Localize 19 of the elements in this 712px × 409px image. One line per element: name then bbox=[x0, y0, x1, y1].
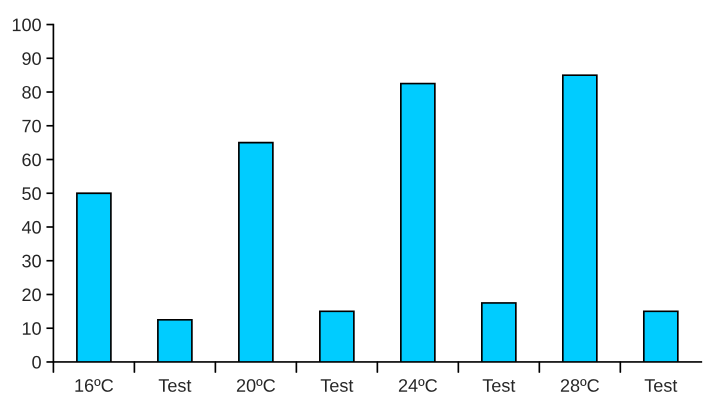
y-tick-label: 10 bbox=[22, 322, 41, 335]
x-tick-label: Test bbox=[320, 379, 354, 392]
x-tick-label: Test bbox=[482, 379, 516, 392]
x-tick-label: Test bbox=[158, 379, 192, 392]
y-tick-label: 70 bbox=[22, 120, 41, 132]
y-tick-label: 80 bbox=[22, 86, 41, 99]
x-tick-label: Test bbox=[644, 379, 678, 392]
y-tick-label: 100 bbox=[12, 18, 41, 32]
y-tick-label: 30 bbox=[22, 254, 41, 268]
y-tick-label: 50 bbox=[22, 187, 41, 200]
y-tick-label: 60 bbox=[22, 153, 41, 166]
y-tick-label: 90 bbox=[22, 52, 41, 66]
y-tick-label: 40 bbox=[22, 220, 41, 234]
x-tick-label: 16ºC bbox=[75, 379, 114, 392]
x-tick-label: 20ºC bbox=[236, 379, 276, 392]
x-tick-label: 24ºC bbox=[398, 379, 438, 392]
y-tick-label: 0 bbox=[32, 356, 41, 369]
x-tick-label: 28ºC bbox=[560, 379, 600, 392]
y-tick-label: 20 bbox=[22, 288, 41, 302]
